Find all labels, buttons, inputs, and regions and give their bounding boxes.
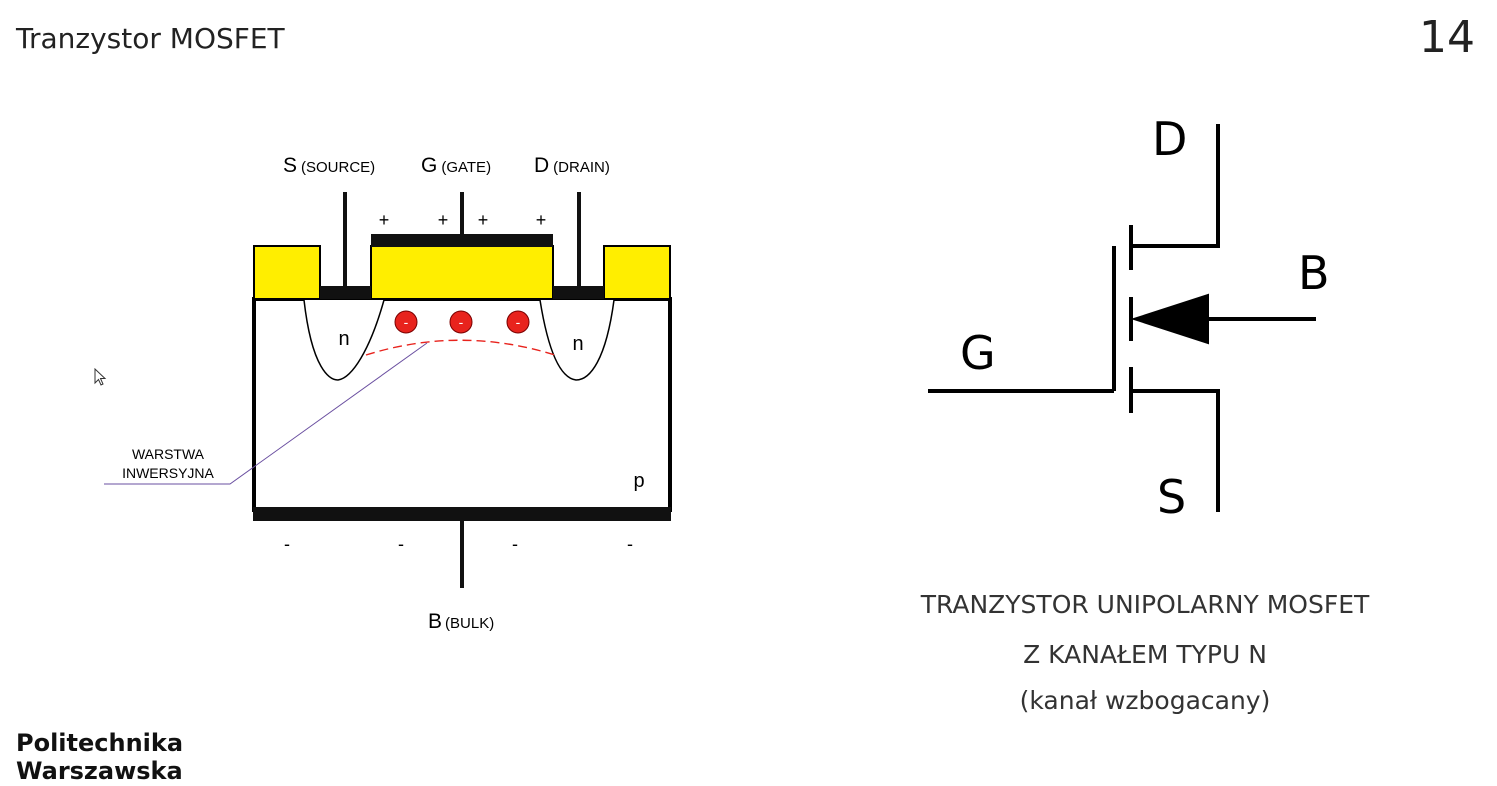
gate-charges: + + + + [379, 210, 547, 230]
electron-sign: - [516, 314, 521, 330]
inversion-layer [365, 339, 559, 357]
minus-sign: - [627, 534, 633, 554]
drain-label: D (DRAIN) [534, 154, 610, 177]
gate-label: G (GATE) [421, 154, 491, 177]
symbol-gate-label: G [960, 326, 996, 380]
minus-sign: - [284, 534, 290, 554]
slide-title: Tranzystor MOSFET [16, 22, 285, 55]
electron-sign: - [404, 314, 409, 330]
source-label: S (SOURCE) [283, 154, 375, 177]
inversion-label-line2: INWERSYJNA [122, 465, 214, 481]
oxide-gate [370, 245, 554, 300]
plus-sign: + [438, 210, 449, 230]
symbol-source-label: S [1157, 470, 1186, 524]
inversion-label-line1: WARSTWA [132, 446, 205, 462]
bulk-charges: - - - - [284, 534, 633, 554]
n-well-right [539, 299, 615, 381]
electron [449, 310, 473, 334]
electron [506, 310, 530, 334]
slide-number: 14 [1419, 12, 1475, 63]
minus-sign: - [512, 534, 518, 554]
plus-sign: + [536, 210, 547, 230]
mosfet-cross-section: S (SOURCE) G (GATE) D (DRAIN) B (BULK) + + +… [104, 154, 672, 633]
plus-sign: + [379, 210, 390, 230]
electrons: - - - [394, 310, 530, 334]
caption-line1: TRANZYSTOR UNIPOLARNY MOSFET [920, 590, 1370, 619]
symbol-drain-label: D [1152, 112, 1187, 166]
n-region-right-label: n [572, 333, 583, 355]
caption-line2: Z KANAŁEM TYPU N [1023, 640, 1267, 669]
drain-contact [553, 286, 604, 299]
plus-sign: + [478, 210, 489, 230]
bulk-contact [253, 507, 671, 521]
electron-sign: - [459, 314, 464, 330]
mouse-cursor-icon [94, 368, 107, 386]
symbol-bulk-label: B [1298, 246, 1330, 300]
mosfet-diagram: S (SOURCE) G (GATE) D (DRAIN) B (BULK) + + +… [104, 112, 1330, 633]
university-logo: Politechnika [16, 729, 184, 757]
n-well-left [303, 299, 385, 381]
caption-line3: (kanał wzbogacany) [1019, 686, 1271, 715]
oxide-right [603, 245, 671, 300]
symbol-drain-lead [1131, 124, 1220, 248]
p-substrate-label: p [633, 470, 644, 492]
bulk-label: B (BULK) [428, 610, 494, 633]
symbol-bulk-arrow [1130, 293, 1209, 345]
symbol-source-lead [1131, 389, 1220, 512]
minus-sign: - [398, 534, 404, 554]
electron [394, 310, 418, 334]
symbol-labels: D G B S [960, 112, 1330, 524]
gate-metal [371, 234, 553, 247]
n-region-left-label: n [338, 328, 349, 350]
oxide-left [253, 245, 321, 300]
university-logo-line2: Warszawska [16, 757, 183, 785]
mosfet-symbol [928, 124, 1316, 512]
source-contact [320, 286, 371, 299]
inversion-leader-line [104, 342, 428, 485]
